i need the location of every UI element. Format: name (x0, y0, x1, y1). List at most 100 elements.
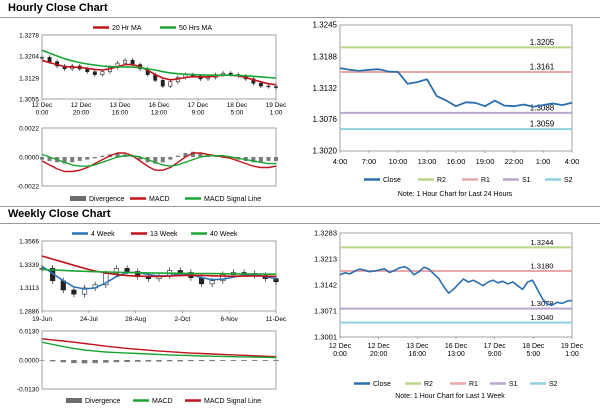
divergence-bar (177, 360, 184, 362)
divergence-bar (103, 360, 109, 363)
hourly-price-chart: 20 Hr MA 50 Hrs MA 1.3278 1.3204 1.3129 1.305… (19, 25, 287, 117)
x-tick-label: 16:00 (447, 157, 466, 166)
x-tick-label: 12 Dec (329, 343, 352, 350)
legend-r1-label: R1 (481, 177, 490, 184)
level-label-r2: 1.3205 (530, 38, 555, 47)
divergence-bar (134, 360, 141, 362)
price-candle (209, 280, 215, 285)
x-tick-label: 5:00 (527, 351, 541, 358)
level-label-r1: 1.3161 (530, 63, 555, 72)
series-line-13-week (41, 255, 277, 278)
level-label-r2: 1.3244 (531, 238, 554, 247)
x-tick-label: 4:00 (565, 157, 580, 166)
series-line-40-week (41, 268, 277, 275)
divergence-bar (49, 360, 56, 362)
y-tick-label: -0.0022 (17, 184, 39, 191)
x-tick-label: 9:00 (488, 351, 502, 358)
y-tick-label: 1.2886 (19, 309, 39, 316)
legend-divergence-label: Divergence (89, 196, 125, 203)
series-line-macd (41, 152, 277, 173)
price-candle (124, 268, 130, 272)
x-tick-label: 17 Dec (188, 102, 209, 109)
weekly-title-rule (0, 223, 600, 224)
weekly-price-chart: 4 Week 13 Week 40 Week 1.3566 1.3339 1.3113 1.… (19, 231, 287, 323)
x-tick-label: 20:00 (73, 110, 90, 117)
x-tick-label: 13 Dec (406, 343, 429, 350)
x-tick-label: 13:00 (151, 110, 168, 117)
level-label-r1: 1.3180 (531, 261, 554, 270)
weekly-pivot-chart: 1.3283 1.3213 1.3142 1.3071 1.3001 1.3244 1.31… (314, 229, 584, 401)
legend-divergence-swatch (70, 196, 86, 201)
price-candle (123, 59, 127, 64)
x-tick-label: 20:00 (370, 351, 388, 358)
divergence-bar (258, 157, 263, 163)
x-tick-label: 13 Dec (110, 102, 131, 109)
y-tick-label: 1.3204 (19, 54, 39, 61)
x-tick-label: 18 Dec (227, 102, 248, 109)
divergence-bar (230, 360, 237, 361)
series-line-macd (41, 338, 277, 358)
divergence-bar (153, 157, 158, 164)
legend-s1-label: S1 (522, 177, 531, 184)
legend-divergence-label: Divergence (85, 398, 121, 405)
x-tick-label: 1:00 (270, 110, 283, 117)
legend-s1-label: S1 (509, 381, 518, 388)
legend-macd-label: MACD (149, 196, 170, 203)
price-candle (160, 80, 165, 87)
price-candle (100, 71, 105, 75)
x-tick-label: 19 Dec (561, 343, 584, 350)
x-tick-label: 12 Dec (368, 343, 391, 350)
price-candle (92, 71, 97, 75)
divergence-bar (113, 360, 120, 363)
y-tick-label: 1.3278 (19, 33, 39, 40)
x-tick-label: 1:00 (536, 157, 551, 166)
hourly-title-rule (0, 17, 600, 18)
legend-r1-label: R1 (469, 381, 478, 388)
legend-close-label: Close (383, 177, 401, 184)
x-tick-label: 19 Dec (266, 102, 287, 109)
x-tick-label: 16 Dec (445, 343, 468, 350)
price-candle (258, 82, 263, 87)
y-tick-label: 1.3283 (314, 229, 337, 238)
chart-note: Note: 1 Hour Chart for Last 24 Hours (398, 191, 513, 198)
price-candle (40, 57, 44, 59)
price-candle (220, 274, 226, 282)
legend-40-week-label: 40 Week (210, 231, 238, 238)
y-tick-label: 1.3213 (314, 254, 337, 263)
x-tick-label: 19-Jun (32, 316, 52, 323)
price-candle (85, 68, 90, 73)
divergence-bar (273, 360, 279, 361)
y-tick-label: 1.3142 (314, 281, 337, 290)
weekly-macd-chart: 0.0130 0.0000 -0.0130 Divergence MACD MACD Si… (17, 329, 279, 405)
legend-r2-label: R2 (424, 381, 433, 388)
y-tick-label: 1.3001 (314, 333, 337, 342)
plot-frame (41, 127, 277, 187)
y-tick-label: 1.3188 (313, 52, 338, 61)
x-tick-label: 18 Dec (522, 343, 545, 350)
divergence-bar (156, 360, 162, 362)
divergence-bar (251, 157, 256, 163)
divergence-bar (183, 153, 188, 157)
x-tick-label: 19:00 (476, 157, 495, 166)
x-tick-label: 0:00 (333, 351, 347, 358)
x-tick-label: 24-Jul (80, 316, 98, 323)
divergence-bar (60, 360, 67, 363)
y-tick-label: 1.3245 (313, 21, 338, 30)
y-tick-label: 1.3113 (20, 285, 40, 292)
divergence-bar (266, 157, 271, 161)
y-tick-label: 1.3339 (19, 262, 39, 269)
x-tick-label: 7:00 (362, 157, 377, 166)
divergence-bar (145, 360, 152, 362)
legend-macd-signal-label: MACD Signal Line (204, 196, 261, 203)
divergence-bar (39, 360, 45, 361)
y-tick-label: 0.0022 (19, 126, 39, 133)
x-tick-label: 16:00 (409, 351, 427, 358)
chart-note: Note: 1 Hour Chart for Last 1 Week (395, 393, 505, 400)
hourly-pivot-chart: 1.3245 1.3188 1.3132 1.3076 1.3020 1.3205 1.31… (313, 21, 580, 199)
weekly-section-title: Weekly Close Chart (8, 208, 111, 220)
divergence-bar (138, 157, 143, 160)
divergence-bar (124, 360, 130, 363)
x-tick-label: 1:00 (565, 351, 579, 358)
divergence-bar (100, 155, 105, 157)
y-tick-label: 1.3055 (19, 97, 39, 104)
